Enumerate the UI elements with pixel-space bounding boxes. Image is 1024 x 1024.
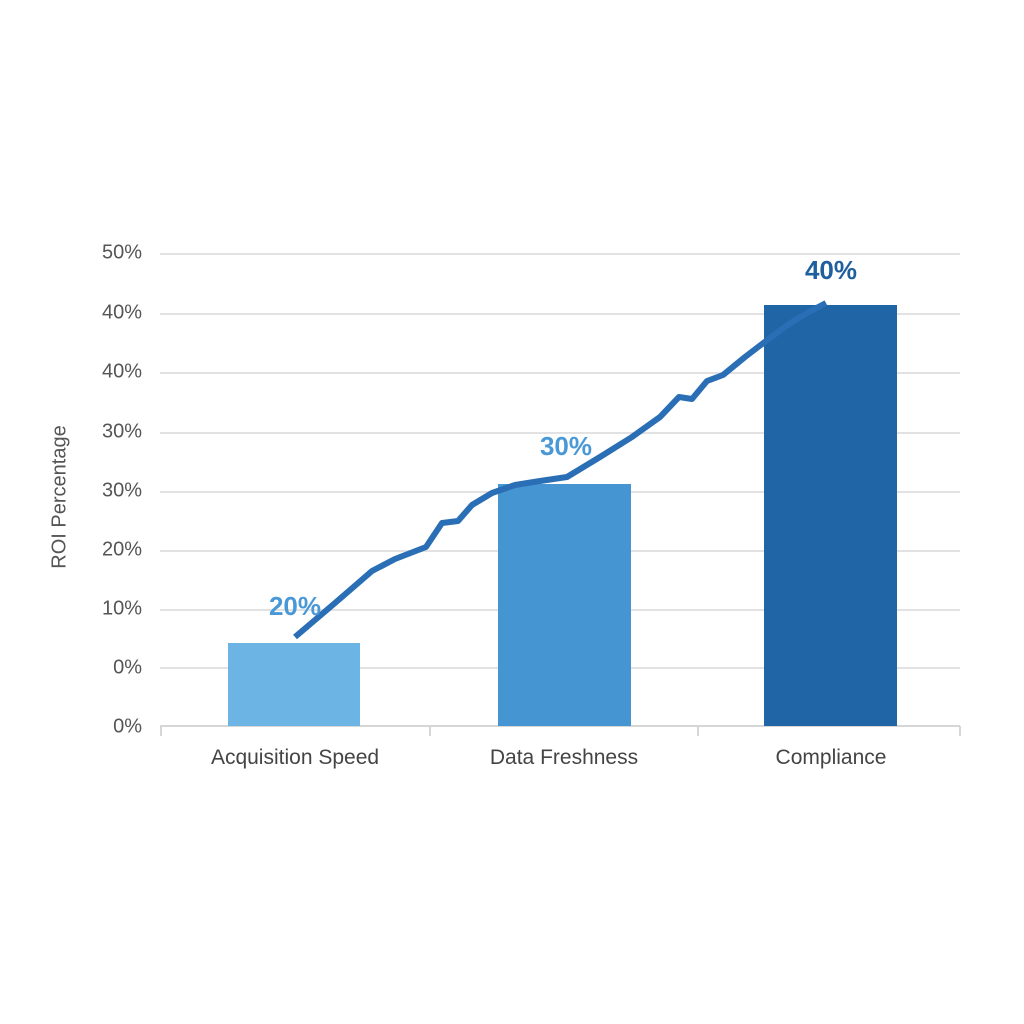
y-tick-label: 40% [101,360,142,383]
x-category-label: Acquisition Speed [210,746,380,769]
y-tick-label: 20% [101,538,142,561]
x-category-label: Data Freshness [489,746,639,769]
bar-value-label: 40% [804,255,858,285]
gridline [160,253,960,255]
y-tick-label: 30% [101,479,142,502]
y-tick-label: 0% [113,715,142,738]
x-axis-tickmark [697,726,699,736]
y-tick-label: 10% [101,597,142,620]
bar-data-freshness [498,484,631,726]
gridline [160,432,960,434]
bar-value-label: 20% [268,591,322,621]
y-tick-label: 30% [101,420,142,443]
y-tick-label: 40% [101,301,142,324]
x-axis-tickmark [429,726,431,736]
x-axis-tickmark [959,726,961,736]
y-tick-label: 50% [101,241,142,264]
gridline [160,372,960,374]
x-axis-tickmark [160,726,162,736]
bar-acquisition-speed [228,643,360,726]
gridline [160,313,960,315]
y-tick-label: 0% [113,656,142,679]
x-category-label: Compliance [775,746,887,769]
bar-compliance [764,305,897,726]
bar-value-label: 30% [539,431,593,461]
x-axis-line [160,725,960,727]
